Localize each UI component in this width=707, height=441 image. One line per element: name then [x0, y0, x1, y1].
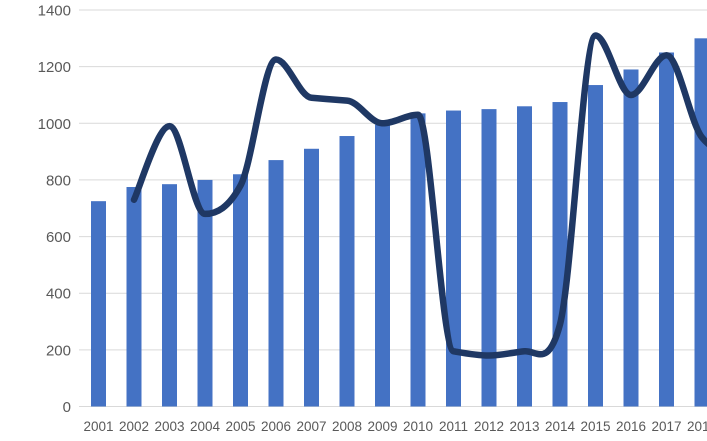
svg-text:2018: 2018 [687, 419, 707, 434]
svg-text:1200: 1200 [38, 59, 71, 76]
svg-text:600: 600 [46, 229, 71, 246]
svg-text:2001: 2001 [83, 419, 113, 434]
svg-text:2014: 2014 [545, 419, 576, 434]
svg-text:2004: 2004 [190, 419, 221, 434]
svg-text:1000: 1000 [38, 116, 71, 133]
svg-text:2002: 2002 [119, 419, 149, 434]
svg-text:2017: 2017 [651, 419, 681, 434]
svg-text:2012: 2012 [474, 419, 504, 434]
svg-text:800: 800 [46, 172, 71, 189]
svg-text:2003: 2003 [154, 419, 184, 434]
svg-text:2011: 2011 [439, 419, 468, 434]
svg-text:1400: 1400 [38, 3, 71, 20]
svg-text:2006: 2006 [261, 419, 291, 434]
svg-text:2009: 2009 [367, 419, 397, 434]
svg-text:2007: 2007 [296, 419, 326, 434]
svg-text:2013: 2013 [509, 419, 539, 434]
svg-text:2010: 2010 [403, 419, 433, 434]
svg-text:400: 400 [46, 286, 71, 303]
svg-text:200: 200 [46, 342, 71, 359]
svg-text:0: 0 [63, 399, 71, 416]
svg-text:2016: 2016 [616, 419, 646, 434]
svg-text:2015: 2015 [580, 419, 610, 434]
svg-text:2008: 2008 [332, 419, 362, 434]
svg-text:2005: 2005 [225, 419, 255, 434]
